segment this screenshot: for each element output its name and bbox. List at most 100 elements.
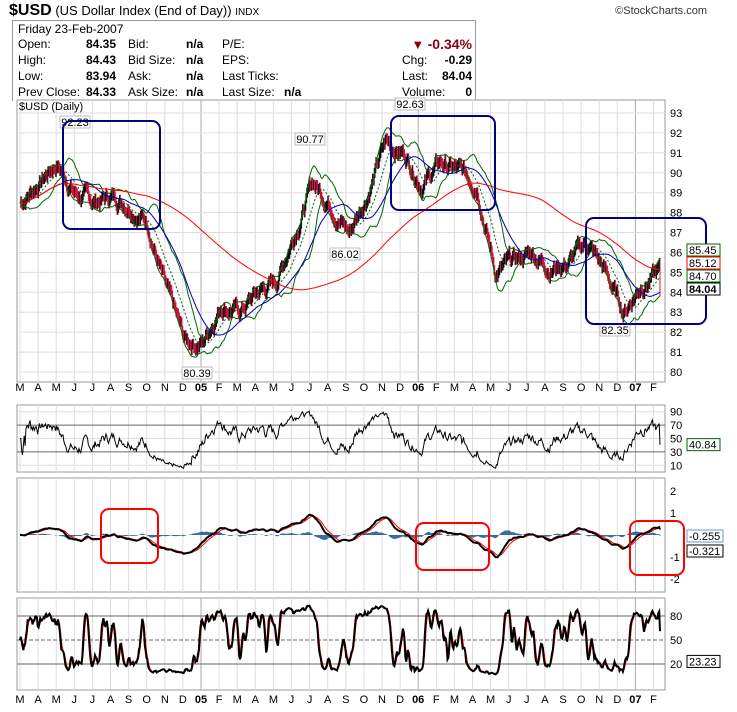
ask-label: Ask: bbox=[128, 69, 152, 83]
month-label: O bbox=[577, 694, 586, 706]
macd-signal-box bbox=[686, 529, 724, 543]
highlight-box bbox=[390, 115, 496, 211]
rsi-tick-label: 10 bbox=[670, 460, 682, 472]
low-value: 83.94 bbox=[86, 69, 117, 83]
macd-highlight-box bbox=[415, 522, 490, 571]
month-label: J bbox=[289, 694, 295, 706]
macd-signal-value: -0.255 bbox=[689, 531, 720, 543]
month-label: 05 bbox=[195, 382, 207, 394]
stoch-tick-label: 20 bbox=[670, 659, 682, 671]
bollinger-middle bbox=[19, 146, 661, 346]
month-label: M bbox=[52, 382, 61, 394]
month-label: 07 bbox=[629, 382, 641, 394]
rsi-tick-label: 50 bbox=[670, 434, 682, 446]
price-tick-label: 83 bbox=[670, 307, 682, 319]
price-annotation-box bbox=[329, 247, 361, 261]
price-tick-label: 88 bbox=[670, 208, 682, 220]
macd-tick-label: -2 bbox=[670, 574, 680, 586]
month-label: D bbox=[396, 382, 404, 394]
macd-tick-label: 1 bbox=[670, 508, 676, 520]
month-label: M bbox=[15, 382, 24, 394]
ma-long-line bbox=[19, 182, 661, 291]
month-label: J bbox=[90, 694, 96, 706]
month-label: M bbox=[52, 694, 61, 706]
month-label: F bbox=[650, 694, 657, 706]
month-label: N bbox=[161, 694, 169, 706]
value-label-box bbox=[686, 243, 721, 257]
macd-value-label: -0.321 bbox=[689, 546, 720, 558]
volume-value: 0 bbox=[465, 85, 472, 99]
last-size-label: Last Size: bbox=[222, 85, 275, 99]
stoch-k-line bbox=[19, 604, 661, 676]
month-label: 05 bbox=[195, 694, 207, 706]
value-label-box bbox=[686, 256, 721, 270]
last-value: 84.04 bbox=[441, 69, 472, 83]
symbol: $USD bbox=[9, 2, 52, 19]
stoch-value-box bbox=[686, 654, 721, 668]
price-tick-label: 81 bbox=[670, 347, 682, 359]
month-label: M bbox=[450, 694, 459, 706]
chg-value: -0.29 bbox=[444, 53, 472, 67]
month-label: S bbox=[559, 694, 566, 706]
value-label-box bbox=[686, 269, 721, 283]
value-label: 85.45 bbox=[689, 245, 717, 257]
price-tick-label: 80 bbox=[670, 367, 682, 379]
chg-label: Chg: bbox=[402, 53, 428, 67]
month-label: M bbox=[233, 382, 242, 394]
bollinger-lower bbox=[19, 157, 661, 358]
month-label: A bbox=[252, 694, 260, 706]
month-label: 06 bbox=[412, 382, 424, 394]
ma-short-line bbox=[19, 156, 661, 336]
month-label: A bbox=[34, 694, 42, 706]
stoch-tick-label: 80 bbox=[670, 611, 682, 623]
rsi-value-label: 40.84 bbox=[689, 440, 717, 452]
price-tick-label: 85 bbox=[670, 267, 682, 279]
month-label: 06 bbox=[412, 694, 424, 706]
month-label: N bbox=[161, 382, 169, 394]
month-label: A bbox=[541, 382, 549, 394]
month-label: A bbox=[107, 694, 115, 706]
macd-highlight-box bbox=[629, 520, 685, 576]
price-tick-label: 89 bbox=[670, 188, 682, 200]
bid-value: n/a bbox=[186, 37, 204, 51]
month-label: J bbox=[90, 382, 96, 394]
price-tick-label: 87 bbox=[670, 228, 682, 240]
volume-label: Volume: bbox=[402, 85, 446, 99]
open-value: 84.35 bbox=[86, 37, 117, 51]
panel-0 bbox=[16, 99, 666, 383]
bid-label: Bid: bbox=[128, 37, 149, 51]
month-label: J bbox=[506, 382, 512, 394]
value-label: 84.04 bbox=[689, 284, 717, 296]
prev-close-value: 84.33 bbox=[86, 85, 117, 99]
down-triangle-icon: ▼ bbox=[411, 37, 425, 52]
month-label: 07 bbox=[629, 694, 641, 706]
price-annotation: 90.77 bbox=[296, 134, 324, 146]
month-label: O bbox=[142, 694, 151, 706]
month-label: J bbox=[307, 694, 313, 706]
month-label: J bbox=[72, 694, 78, 706]
copyright: ©StockCharts.com bbox=[615, 5, 707, 17]
eps-label: EPS: bbox=[222, 53, 250, 67]
month-label: N bbox=[378, 382, 386, 394]
price-panel-title: $USD (Daily) bbox=[19, 101, 83, 113]
month-label: A bbox=[34, 382, 42, 394]
price-tick-label: 84 bbox=[670, 287, 682, 299]
month-label: M bbox=[15, 694, 24, 706]
price-annotation: 80.39 bbox=[183, 368, 211, 380]
month-label: F bbox=[216, 694, 223, 706]
quote-date: Friday 23-Feb-2007 bbox=[18, 22, 124, 36]
quote-box bbox=[12, 20, 476, 101]
high-value: 84.43 bbox=[86, 53, 117, 67]
macd-line bbox=[19, 513, 661, 559]
last-ticks-label: Last Ticks: bbox=[222, 69, 279, 83]
month-label: O bbox=[360, 382, 369, 394]
month-label: D bbox=[613, 694, 621, 706]
change-percent: ▼ -0.34% bbox=[411, 36, 472, 52]
month-label: M bbox=[486, 694, 495, 706]
value-label: 84.70 bbox=[689, 271, 717, 283]
month-label: D bbox=[179, 382, 187, 394]
value-label: 85.12 bbox=[689, 258, 717, 270]
month-label: A bbox=[469, 694, 477, 706]
month-label: S bbox=[559, 382, 566, 394]
